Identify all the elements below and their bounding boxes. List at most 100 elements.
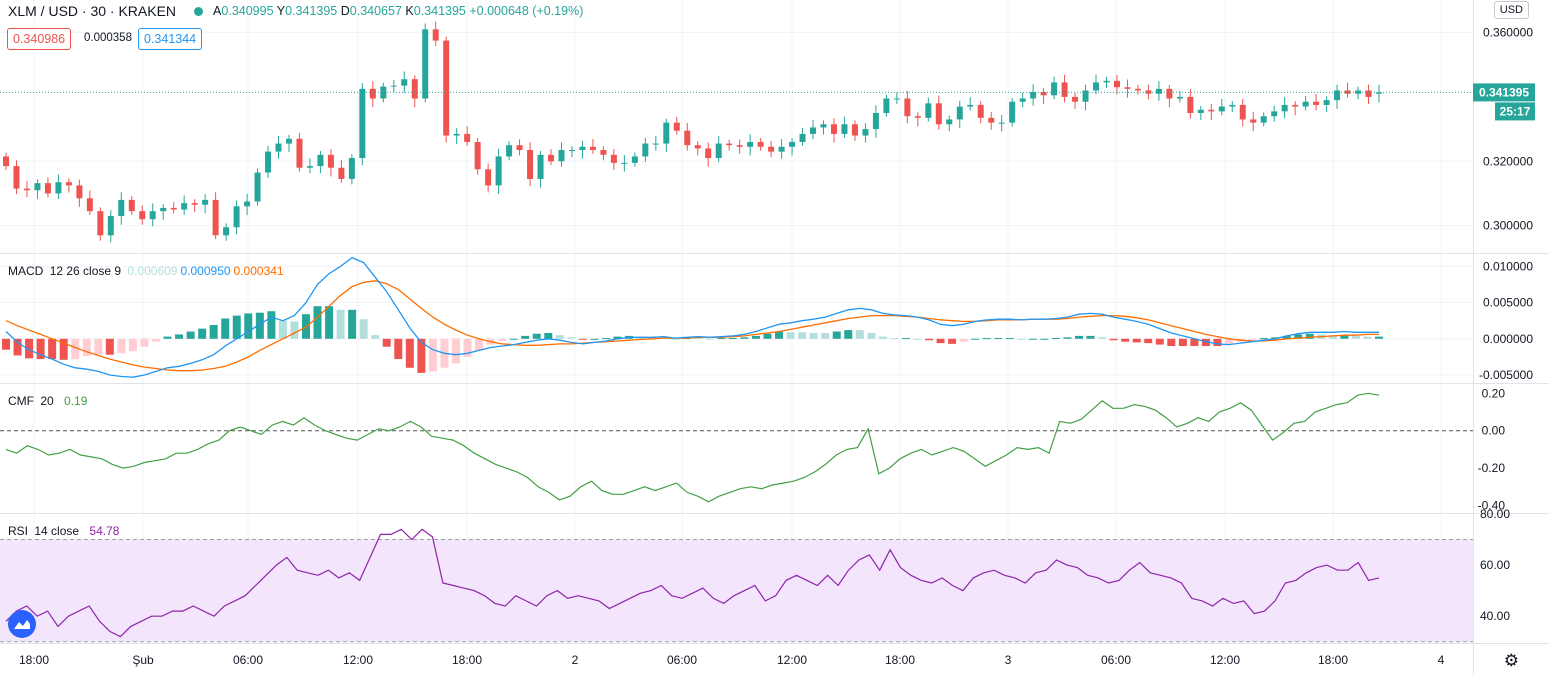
macd-histogram-bar bbox=[1363, 336, 1372, 339]
macd-histogram-bar bbox=[1259, 338, 1268, 340]
rsi-legend[interactable]: RSI 14 close 54.78 bbox=[8, 524, 122, 538]
macd-params: 12 26 close 9 bbox=[49, 264, 122, 278]
macd-histogram-bar bbox=[1248, 338, 1257, 340]
candle-body bbox=[1313, 101, 1320, 105]
macd-histogram-bar bbox=[855, 330, 864, 339]
spread-value: 0.000358 bbox=[84, 32, 132, 44]
candle-body bbox=[621, 162, 628, 164]
candle-body bbox=[432, 29, 439, 41]
candle-body bbox=[610, 154, 617, 163]
macd-histogram-bar bbox=[509, 338, 518, 340]
buy-price-button[interactable]: 0.341344 bbox=[138, 28, 203, 50]
macd-histogram-bar bbox=[1351, 335, 1360, 339]
macd-histogram-bar bbox=[255, 312, 264, 339]
cmf-tick-label: -0.40 bbox=[1478, 499, 1506, 513]
candle-body bbox=[998, 122, 1005, 124]
candle-body bbox=[170, 207, 177, 210]
macd-histogram-bar bbox=[221, 318, 230, 339]
candle-body bbox=[202, 199, 209, 205]
candle-body bbox=[3, 156, 9, 167]
candle-body bbox=[233, 206, 240, 228]
macd-histogram-bar bbox=[555, 335, 564, 339]
candle-body bbox=[23, 188, 30, 191]
candle-body bbox=[34, 183, 41, 191]
macd-histogram-bar bbox=[348, 309, 357, 339]
candle-body bbox=[1061, 82, 1068, 97]
candle-body bbox=[1103, 80, 1110, 83]
macd-histogram-bar bbox=[1305, 333, 1314, 339]
candle-body bbox=[988, 117, 995, 123]
candle-body bbox=[275, 143, 282, 152]
macd-histogram-bar bbox=[694, 338, 703, 340]
macd-histogram-bar bbox=[994, 338, 1003, 340]
low-value: 0.340657 bbox=[349, 4, 402, 18]
currency-button[interactable]: USD bbox=[1493, 1, 1529, 19]
candle-body bbox=[548, 154, 555, 162]
candle-body bbox=[338, 167, 345, 179]
candle-body bbox=[1019, 98, 1026, 102]
macd-tick-label: 0.010000 bbox=[1483, 259, 1533, 273]
last-price-label: 0.341395 bbox=[1479, 85, 1529, 99]
macd-histogram-bar bbox=[567, 337, 576, 339]
candle-body bbox=[862, 129, 869, 136]
candle-body bbox=[1260, 116, 1267, 123]
macd-histogram-bar bbox=[117, 338, 126, 354]
macd-histogram-bar bbox=[128, 338, 137, 352]
symbol-title[interactable]: XLM / USD · 30 · KRAKEN bbox=[8, 3, 177, 19]
rsi-tick-label: 40.00 bbox=[1480, 609, 1510, 623]
candle-body bbox=[642, 143, 649, 157]
candle-body bbox=[841, 124, 848, 134]
candle-body bbox=[1197, 109, 1204, 113]
open-value: 0.340995 bbox=[221, 4, 274, 18]
macd-histogram-bar bbox=[728, 338, 737, 340]
candle-body bbox=[830, 124, 837, 134]
candle-body bbox=[118, 199, 125, 216]
candle-body bbox=[1323, 100, 1330, 105]
candle-body bbox=[537, 154, 544, 179]
macd-histogram-bar bbox=[463, 338, 472, 357]
candle-body bbox=[789, 141, 796, 147]
x-tick-label: Şub bbox=[132, 653, 154, 667]
candle-body bbox=[925, 103, 932, 118]
candle-body bbox=[893, 98, 900, 100]
x-tick-label: 06:00 bbox=[233, 653, 263, 667]
macd-line bbox=[5, 256, 1379, 378]
macd-histogram-bar bbox=[844, 330, 853, 339]
candle-body bbox=[1250, 119, 1257, 123]
macd-histogram-bar bbox=[1040, 338, 1049, 340]
sell-price-button[interactable]: 0.340986 bbox=[7, 28, 72, 50]
candle-body bbox=[851, 124, 858, 136]
x-tick-label: 06:00 bbox=[1101, 653, 1131, 667]
macd-histogram-bar bbox=[544, 332, 553, 339]
candle-body bbox=[820, 124, 827, 128]
macd-histogram-bar bbox=[267, 311, 276, 339]
macd-histogram-bar bbox=[901, 338, 910, 340]
candle-body bbox=[631, 156, 638, 163]
macd-histogram-bar bbox=[959, 338, 968, 342]
macd-histogram-bar bbox=[786, 332, 795, 339]
candle-body bbox=[946, 119, 953, 125]
candle-body bbox=[967, 104, 974, 107]
macd-histogram-bar bbox=[1051, 338, 1060, 340]
candle-body bbox=[474, 141, 481, 170]
macd-legend[interactable]: MACD 12 26 close 9 0.000609 0.000950 0.000… bbox=[8, 264, 287, 278]
macd-histogram-bar bbox=[209, 325, 218, 339]
x-tick-label: 06:00 bbox=[667, 653, 697, 667]
cmf-name: CMF bbox=[8, 394, 34, 408]
cmf-line bbox=[5, 392, 1380, 503]
x-tick-label: 3 bbox=[1005, 653, 1012, 667]
gear-icon[interactable]: ⚙ bbox=[1503, 651, 1519, 670]
tradingview-logo-icon[interactable] bbox=[8, 610, 36, 638]
macd-histogram-bar bbox=[244, 313, 253, 339]
cmf-legend[interactable]: CMF 20 0.19 bbox=[8, 394, 90, 408]
price-tick-label: 0.320000 bbox=[1483, 154, 1533, 168]
macd-histogram-bar bbox=[175, 334, 184, 339]
macd-histogram-bar bbox=[521, 335, 530, 339]
close-label: K bbox=[405, 4, 414, 18]
candle-body bbox=[579, 146, 586, 151]
macd-histogram-bar bbox=[1190, 338, 1199, 347]
candle-body bbox=[1334, 90, 1341, 101]
macd-histogram-bar bbox=[1340, 335, 1349, 339]
candle-body bbox=[1145, 90, 1152, 94]
